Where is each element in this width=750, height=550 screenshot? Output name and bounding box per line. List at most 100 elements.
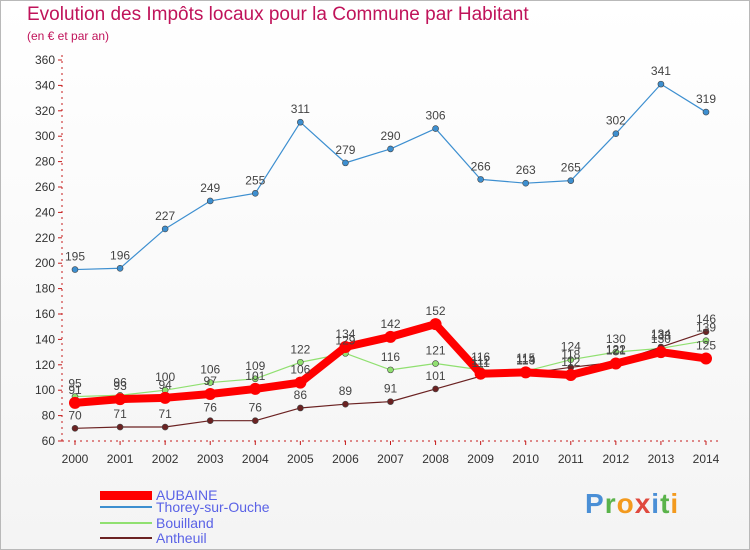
- data-label-bouilland: 121: [426, 344, 446, 358]
- data-label-thorey-sur-ouche: 196: [110, 248, 130, 262]
- data-point-bouilland: [251, 375, 259, 383]
- data-label-thorey-sur-ouche: 341: [651, 64, 671, 78]
- y-tick-label: 220: [35, 231, 55, 245]
- data-label-bouilland: 115: [516, 351, 535, 365]
- legend-item-aubaine: AUBAINE: [100, 487, 217, 503]
- data-point-aubaine: [384, 330, 397, 343]
- data-point-antheuil: [161, 423, 169, 431]
- data-label-thorey-sur-ouche: 227: [155, 209, 175, 223]
- data-point-thorey-sur-ouche: [342, 159, 349, 167]
- data-point-bouilland: [297, 358, 304, 366]
- data-label-thorey-sur-ouche: 195: [65, 250, 85, 264]
- data-label-thorey-sur-ouche: 290: [380, 129, 400, 143]
- data-point-antheuil: [251, 417, 259, 424]
- x-tick-label: 2005: [287, 452, 314, 466]
- data-label-bouilland: 122: [290, 342, 310, 356]
- data-point-aubaine: [204, 388, 217, 401]
- data-label-aubaine: 134: [335, 327, 355, 341]
- data-point-bouilland: [206, 379, 214, 386]
- x-tick-label: 2002: [152, 452, 179, 466]
- data-label-aubaine: 94: [158, 378, 172, 392]
- data-point-antheuil: [206, 417, 214, 424]
- data-point-aubaine: [700, 352, 712, 365]
- y-tick-label: 320: [35, 104, 55, 118]
- data-point-thorey-sur-ouche: [161, 225, 169, 233]
- data-label-antheuil: 118: [561, 347, 580, 361]
- y-tick-label: 140: [35, 332, 55, 346]
- y-tick-label: 160: [35, 307, 55, 321]
- legend-item-antheuil: Antheuil: [100, 530, 207, 546]
- x-tick-label: 2012: [603, 452, 630, 466]
- data-point-aubaine: [474, 367, 487, 380]
- data-label-antheuil: 122: [606, 342, 626, 356]
- data-point-antheuil: [432, 385, 439, 393]
- data-point-bouilland: [567, 356, 575, 364]
- data-label-thorey-sur-ouche: 302: [606, 114, 626, 128]
- y-tick-label: 180: [35, 282, 55, 296]
- data-point-aubaine: [249, 382, 262, 395]
- data-label-antheuil: 89: [339, 384, 353, 398]
- data-label-bouilland: 130: [606, 332, 626, 346]
- y-tick-label: 60: [42, 434, 56, 448]
- data-label-thorey-sur-ouche: 249: [200, 181, 220, 195]
- x-tick-label: 2004: [242, 452, 269, 466]
- chart-subtitle: (en € et par an): [27, 29, 110, 43]
- data-point-aubaine: [519, 366, 532, 379]
- data-label-antheuil: 111: [472, 356, 491, 370]
- data-label-antheuil: 101: [426, 369, 446, 383]
- y-tick-label: 280: [35, 155, 55, 169]
- y-tick-label: 80: [42, 409, 56, 423]
- x-tick-label: 2013: [648, 452, 675, 466]
- legend-item-thorey: Thorey-sur-Ouche: [100, 499, 270, 515]
- data-point-aubaine: [564, 368, 577, 381]
- data-label-antheuil: 134: [651, 327, 671, 341]
- data-label-antheuil: 70: [68, 408, 82, 422]
- legend-swatch-aubaine: [100, 490, 152, 500]
- data-label-bouilland: 106: [200, 363, 220, 377]
- x-tick-label: 2007: [377, 452, 404, 466]
- data-point-bouilland: [432, 360, 439, 367]
- data-point-thorey-sur-ouche: [251, 190, 259, 197]
- legend-label-aubaine: AUBAINE: [156, 487, 218, 503]
- x-tick-label: 2000: [62, 452, 89, 466]
- data-point-thorey-sur-ouche: [206, 197, 214, 205]
- x-tick-label: 2011: [558, 452, 584, 466]
- legend-label-antheuil: Antheuil: [156, 530, 207, 546]
- legend-swatch-bouilland: [100, 522, 152, 524]
- data-label-bouilland: 116: [381, 350, 400, 364]
- legend-label-thorey: Thorey-sur-Ouche: [156, 499, 270, 515]
- data-point-thorey-sur-ouche: [387, 145, 394, 153]
- data-point-thorey-sur-ouche: [567, 177, 575, 184]
- data-label-aubaine: 112: [471, 354, 490, 368]
- y-tick-label: 300: [35, 129, 55, 143]
- data-label-antheuil: 113: [516, 354, 535, 368]
- y-tick-label: 240: [35, 205, 55, 219]
- data-label-antheuil: 71: [158, 407, 172, 421]
- data-label-antheuil: 91: [384, 382, 398, 396]
- proxiti-logo: Proxiti: [585, 488, 680, 519]
- data-label-bouilland: 96: [113, 375, 127, 389]
- data-label-thorey-sur-ouche: 279: [335, 143, 355, 157]
- data-label-bouilland: 139: [696, 321, 716, 335]
- data-point-antheuil: [116, 423, 124, 431]
- chart-title: Evolution des Impôts locaux pour la Comm…: [27, 4, 529, 25]
- y-tick-label: 360: [35, 53, 55, 67]
- x-tick-label: 2010: [512, 452, 539, 466]
- data-label-thorey-sur-ouche: 255: [245, 173, 265, 187]
- data-label-thorey-sur-ouche: 266: [471, 159, 491, 173]
- data-point-bouilland: [612, 348, 620, 356]
- data-point-aubaine: [114, 393, 127, 406]
- data-point-aubaine: [69, 396, 81, 409]
- data-label-aubaine: 93: [113, 379, 127, 393]
- data-label-thorey-sur-ouche: 311: [291, 102, 310, 116]
- x-tick-label: 2006: [332, 452, 359, 466]
- data-point-antheuil: [71, 424, 79, 432]
- data-label-aubaine: 130: [651, 332, 671, 346]
- data-point-bouilland: [387, 366, 394, 374]
- data-point-thorey-sur-ouche: [116, 264, 124, 272]
- legend-swatch-antheuil: [100, 537, 152, 539]
- y-tick-label: 100: [35, 383, 55, 397]
- data-label-aubaine: 97: [204, 374, 218, 388]
- data-point-thorey-sur-ouche: [477, 176, 484, 183]
